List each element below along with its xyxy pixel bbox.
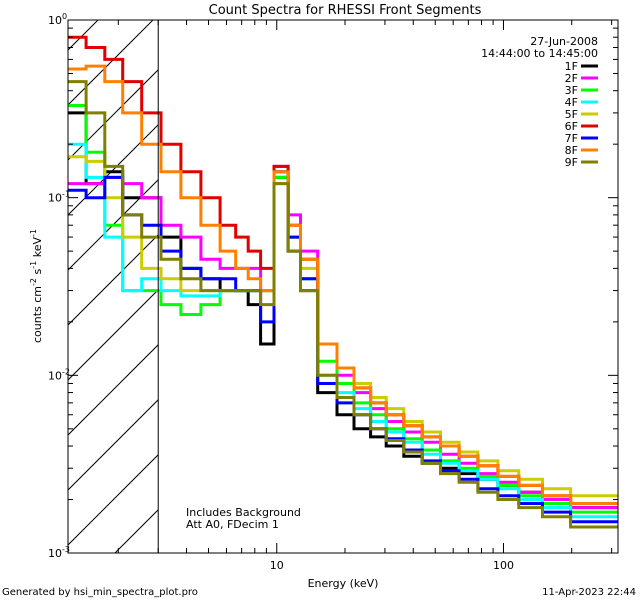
y-tick-label: 10-3 [48, 545, 70, 560]
y-tick-label: 10-1 [48, 190, 70, 205]
plot-frame [67, 19, 619, 554]
series-line-3F [68, 104, 618, 514]
hatch-line [610, 0, 640, 553]
legend-label-3F: 3F [565, 84, 578, 97]
series-line-7F [68, 170, 618, 524]
hatch-line [68, 124, 159, 216]
series-layer [68, 35, 618, 529]
legend-label-8F: 8F [565, 144, 578, 157]
annotation-background: Includes Background [186, 506, 301, 519]
series-line-5F [68, 155, 618, 498]
x-tick-labels: 10 100 [270, 559, 514, 572]
date-label: 27-Jun-2008 [530, 35, 598, 48]
y-tick-label: 100 [48, 12, 67, 27]
hatch-line [68, 234, 159, 326]
annotation-attenuator: Att A0, FDecim 1 [186, 518, 279, 531]
chart-title: Count Spectra for RHESSI Front Segments [209, 3, 482, 18]
hatch-line [68, 454, 159, 546]
series-line-8F [68, 64, 618, 505]
hatch-line [68, 179, 159, 271]
y-axis-label: counts cm-2 s-1 keV-1 [29, 229, 44, 343]
time-range-label: 14:44:00 to 14:45:00 [481, 47, 598, 60]
y-tick-labels: 10-3 10-2 10-1 100 [48, 12, 70, 560]
hatch-line [335, 0, 640, 553]
series-line-9F [68, 80, 618, 529]
legend-label-7F: 7F [565, 132, 578, 145]
hatch-line [68, 399, 159, 491]
legend-label-2F: 2F [565, 72, 578, 85]
x-tick-label: 100 [493, 559, 514, 572]
series-line-1F [68, 111, 618, 510]
hatch-line [0, 0, 55, 553]
series-line-6F [68, 35, 618, 505]
series-line-4F [68, 142, 618, 519]
axis-ticks [68, 20, 618, 554]
legend-label-1F: 1F [565, 60, 578, 73]
x-tick-label: 10 [270, 559, 284, 572]
y-tick-label: 10-2 [48, 367, 70, 382]
legend-label-4F: 4F [565, 96, 578, 109]
legend-label-9F: 9F [565, 156, 578, 169]
hatched-low-energy-region [0, 0, 640, 553]
legend-label-6F: 6F [565, 120, 578, 133]
legend-label-5F: 5F [565, 108, 578, 121]
footer-generated-by: Generated by hsi_min_spectra_plot.pro [2, 587, 198, 598]
hatch-line [114, 509, 159, 553]
footer-timestamp: 11-Apr-2023 22:44 [542, 587, 636, 598]
hatch-line [68, 20, 154, 106]
x-axis-label: Energy (keV) [308, 577, 379, 590]
series-line-2F [68, 164, 618, 510]
hatch-line [0, 0, 110, 553]
